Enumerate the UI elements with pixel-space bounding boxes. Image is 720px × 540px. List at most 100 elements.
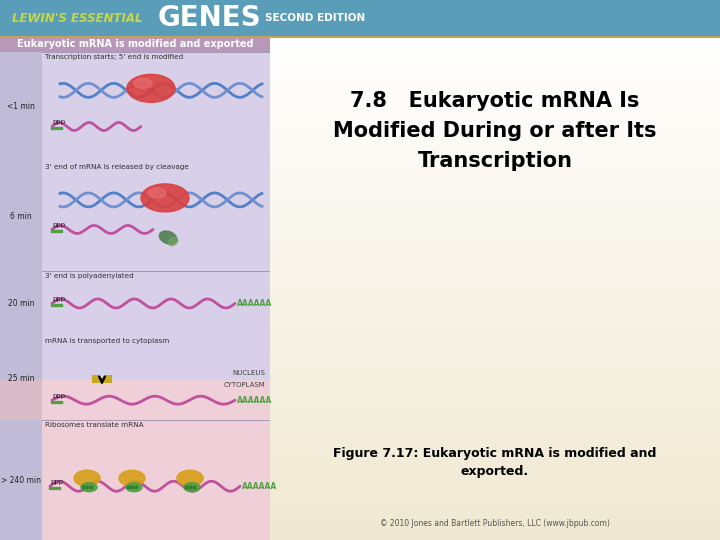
Bar bbox=[270, 51, 720, 56]
Text: AAAAAA: AAAAAA bbox=[237, 396, 272, 404]
Bar bbox=[0, 421, 42, 540]
Bar bbox=[270, 265, 720, 270]
Bar bbox=[270, 275, 720, 280]
Bar bbox=[270, 230, 720, 234]
Bar bbox=[270, 46, 720, 51]
Text: 3' end of mRNA is released by cleavage: 3' end of mRNA is released by cleavage bbox=[45, 164, 189, 170]
Bar bbox=[270, 66, 720, 72]
Bar bbox=[270, 102, 720, 107]
Bar bbox=[270, 397, 720, 402]
Text: mRNA is transported to cytoplasm: mRNA is transported to cytoplasm bbox=[45, 338, 169, 344]
Ellipse shape bbox=[81, 483, 97, 492]
Text: © 2010 Jones and Bartlett Publishers, LLC (www.jbpub.com): © 2010 Jones and Bartlett Publishers, LL… bbox=[380, 519, 610, 529]
Bar bbox=[270, 179, 720, 184]
Bar bbox=[0, 161, 270, 271]
Bar bbox=[0, 36, 270, 540]
Bar bbox=[0, 52, 270, 161]
Bar bbox=[270, 413, 720, 418]
Bar bbox=[270, 92, 720, 97]
Bar bbox=[270, 118, 720, 123]
Bar bbox=[270, 500, 720, 504]
Bar bbox=[270, 107, 720, 112]
Bar bbox=[270, 336, 720, 341]
Bar bbox=[92, 375, 100, 383]
Bar bbox=[270, 428, 720, 433]
Bar bbox=[270, 214, 720, 219]
Text: 7.8   Eukaryotic mRNA Is: 7.8 Eukaryotic mRNA Is bbox=[351, 91, 639, 111]
Bar bbox=[270, 387, 720, 393]
Bar bbox=[270, 382, 720, 387]
Bar bbox=[270, 234, 720, 240]
Ellipse shape bbox=[148, 188, 166, 198]
Bar bbox=[270, 464, 720, 469]
Text: ppp: ppp bbox=[52, 393, 65, 399]
Bar bbox=[270, 199, 720, 204]
Bar bbox=[270, 143, 720, 148]
Bar bbox=[270, 311, 720, 316]
Bar bbox=[270, 260, 720, 265]
Bar bbox=[270, 438, 720, 443]
Bar bbox=[270, 393, 720, 397]
Bar bbox=[42, 336, 270, 380]
Ellipse shape bbox=[126, 483, 142, 492]
Text: 3' end is polyadenylated: 3' end is polyadenylated bbox=[45, 273, 134, 279]
Text: AAAAAA: AAAAAA bbox=[237, 299, 272, 308]
Bar bbox=[270, 306, 720, 311]
Bar bbox=[270, 357, 720, 362]
Bar bbox=[270, 331, 720, 336]
Text: ppp: ppp bbox=[52, 222, 65, 228]
Text: LEWIN'S ESSENTIAL: LEWIN'S ESSENTIAL bbox=[12, 11, 143, 24]
Text: 25 min: 25 min bbox=[8, 374, 35, 383]
Bar bbox=[270, 408, 720, 413]
Bar bbox=[104, 375, 112, 383]
Bar bbox=[270, 509, 720, 515]
Bar bbox=[270, 433, 720, 438]
Bar bbox=[270, 188, 720, 194]
Text: AAAAAA: AAAAAA bbox=[242, 482, 277, 491]
Bar bbox=[270, 443, 720, 448]
Bar bbox=[270, 204, 720, 209]
Bar bbox=[270, 418, 720, 423]
Bar bbox=[270, 168, 720, 173]
Ellipse shape bbox=[159, 231, 176, 244]
Text: Modified During or after Its: Modified During or after Its bbox=[333, 121, 657, 141]
Bar bbox=[270, 326, 720, 331]
Text: ppp: ppp bbox=[52, 296, 65, 302]
Bar bbox=[270, 163, 720, 168]
Bar bbox=[270, 489, 720, 494]
Bar bbox=[270, 535, 720, 540]
Bar bbox=[270, 321, 720, 326]
Text: CYTOPLASM: CYTOPLASM bbox=[223, 382, 265, 388]
Bar bbox=[270, 515, 720, 519]
Bar bbox=[270, 112, 720, 118]
Bar bbox=[270, 280, 720, 286]
Ellipse shape bbox=[74, 470, 100, 486]
Bar bbox=[0, 336, 270, 421]
Bar bbox=[270, 352, 720, 357]
Bar bbox=[270, 56, 720, 62]
Bar bbox=[270, 133, 720, 138]
Text: SECOND EDITION: SECOND EDITION bbox=[265, 13, 365, 23]
Bar bbox=[270, 77, 720, 82]
Bar bbox=[270, 123, 720, 127]
Text: ppp: ppp bbox=[50, 479, 63, 485]
Bar bbox=[270, 484, 720, 489]
Bar bbox=[270, 504, 720, 509]
Bar bbox=[270, 240, 720, 245]
Text: Figure 7.17: Eukaryotic mRNA is modified and
exported.: Figure 7.17: Eukaryotic mRNA is modified… bbox=[333, 447, 657, 477]
Bar bbox=[270, 224, 720, 230]
Text: > 240 min: > 240 min bbox=[1, 476, 41, 485]
Bar bbox=[270, 402, 720, 408]
Text: 20 min: 20 min bbox=[8, 299, 35, 308]
Bar bbox=[270, 301, 720, 306]
Bar bbox=[270, 36, 720, 41]
Text: Ribosomes translate mRNA: Ribosomes translate mRNA bbox=[45, 422, 143, 428]
Bar bbox=[0, 36, 270, 52]
Bar bbox=[270, 519, 720, 525]
Bar bbox=[270, 286, 720, 291]
Ellipse shape bbox=[184, 483, 200, 492]
Bar bbox=[270, 469, 720, 474]
Text: ppp: ppp bbox=[52, 119, 65, 125]
Bar bbox=[270, 316, 720, 321]
Bar bbox=[270, 153, 720, 158]
